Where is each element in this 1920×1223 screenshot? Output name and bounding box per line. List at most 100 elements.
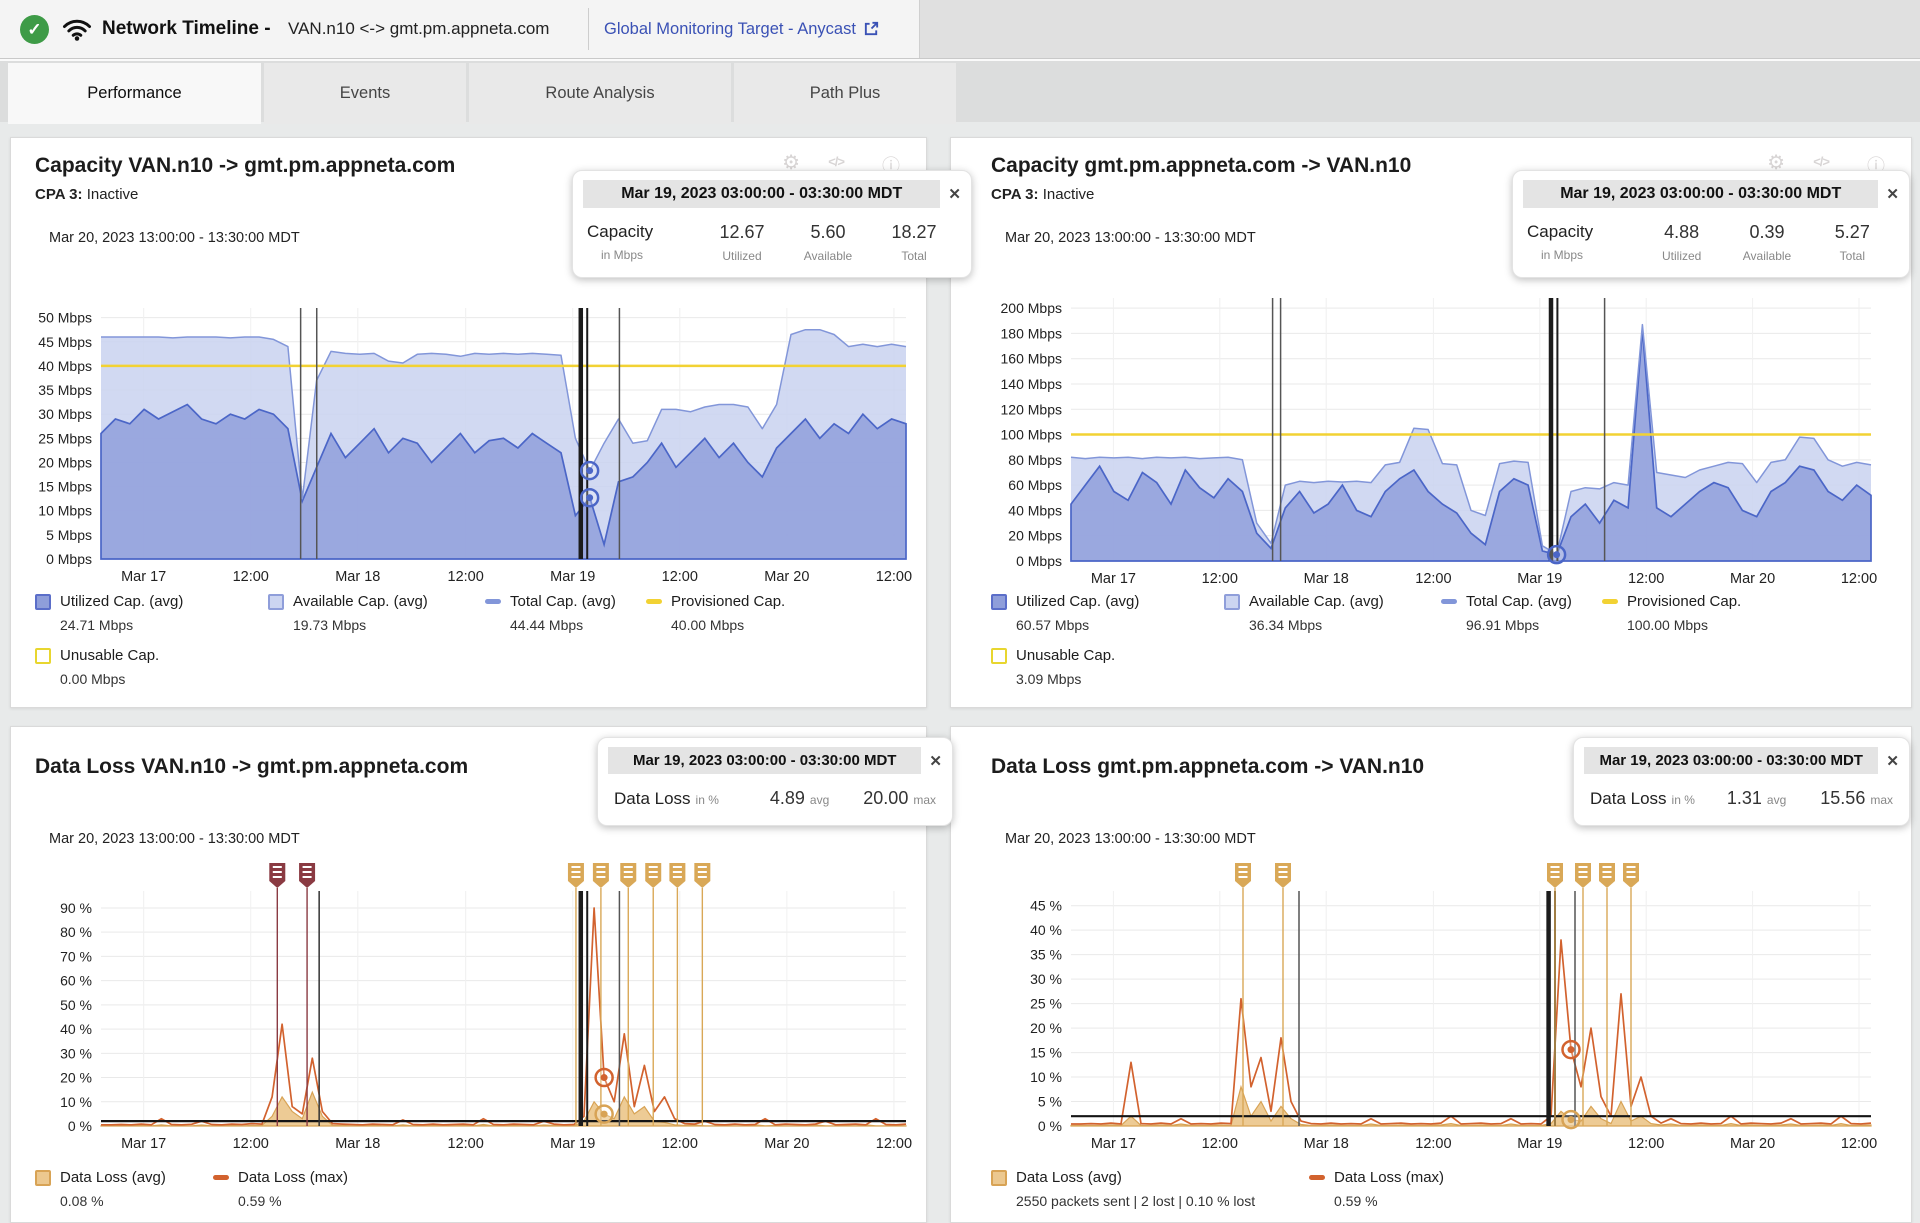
svg-text:40 Mbps: 40 Mbps: [1008, 502, 1062, 518]
svg-text:30 %: 30 %: [60, 1045, 92, 1061]
svg-text:45 %: 45 %: [1030, 898, 1062, 914]
svg-text:15 %: 15 %: [1030, 1045, 1062, 1061]
legend-item-provisioned[interactable]: Provisioned Cap. 40.00 Mbps: [646, 593, 846, 633]
svg-text:35 %: 35 %: [1030, 947, 1062, 963]
gear-icon[interactable]: ⚙: [782, 152, 800, 174]
svg-text:160 Mbps: 160 Mbps: [1001, 351, 1062, 367]
legend-item-available[interactable]: Available Cap. (avg) 19.73 Mbps: [268, 593, 485, 633]
svg-text:12:00: 12:00: [662, 569, 698, 585]
svg-text:Mar 20: Mar 20: [764, 1136, 809, 1152]
legend-item-utilized[interactable]: Utilized Cap. (avg) 60.57 Mbps: [991, 593, 1224, 633]
tooltip-avg-value: 1.31: [1726, 788, 1762, 808]
svg-text:40 Mbps: 40 Mbps: [38, 358, 92, 374]
date-range-label: Mar 20, 2023 13:00:00 - 13:30:00 MDT: [1005, 230, 1256, 246]
svg-text:Mar 17: Mar 17: [121, 569, 166, 585]
panel-title: Data Loss gmt.pm.appneta.com -> VAN.n10: [991, 755, 1425, 778]
svg-text:60 %: 60 %: [60, 973, 92, 989]
tooltip-available: 0.39 Available: [1742, 222, 1792, 263]
svg-text:12:00: 12:00: [876, 1136, 912, 1152]
wifi-icon: [62, 16, 92, 47]
tooltip-dataloss-outbound: Mar 19, 2023 03:00:00 - 03:30:00 MDT ✕ D…: [597, 737, 953, 826]
svg-text:80 Mbps: 80 Mbps: [1008, 452, 1062, 468]
svg-text:25 Mbps: 25 Mbps: [38, 430, 92, 446]
svg-text:Mar 18: Mar 18: [1304, 1136, 1349, 1152]
code-icon[interactable]: </>: [828, 154, 845, 169]
tooltip-max-value: 15.56: [1820, 788, 1866, 808]
svg-text:Mar 20: Mar 20: [1730, 1136, 1775, 1152]
tab-events[interactable]: Events: [264, 63, 466, 124]
svg-text:12:00: 12:00: [1841, 571, 1877, 587]
gear-icon[interactable]: ⚙: [1767, 152, 1785, 174]
legend-item-loss-max[interactable]: Data Loss (max) 0.59 %: [1309, 1169, 1509, 1209]
date-range-label: Mar 20, 2023 13:00:00 - 13:30:00 MDT: [49, 831, 300, 847]
legend-item-total[interactable]: Total Cap. (avg) 96.91 Mbps: [1441, 593, 1602, 633]
tooltip-utilized: 4.88 Utilized: [1661, 222, 1702, 263]
dataloss-outbound-chart[interactable]: 0 % 10 % 20 % 30 % 40 % 50 % 60 % 70 % 80 % 90 % M…: [21, 857, 916, 1156]
close-icon[interactable]: ✕: [1886, 186, 1899, 203]
legend-item-loss-avg[interactable]: Data Loss (avg) 0.08 %: [35, 1169, 213, 1209]
tab-route-analysis[interactable]: Route Analysis: [469, 63, 731, 124]
svg-text:0 Mbps: 0 Mbps: [1016, 553, 1062, 569]
loss-max-swatch-icon: [213, 1175, 229, 1180]
svg-text:12:00: 12:00: [1202, 571, 1238, 587]
code-icon[interactable]: </>: [1813, 154, 1830, 169]
legend-item-loss-max[interactable]: Data Loss (max) 0.59 %: [213, 1169, 413, 1209]
utilized-swatch-icon: [35, 593, 51, 610]
tab-performance[interactable]: Performance: [8, 63, 261, 124]
svg-text:12:00: 12:00: [1202, 1136, 1238, 1152]
tooltip-capacity-inbound: Mar 19, 2023 03:00:00 - 03:30:00 MDT ✕ C…: [1512, 170, 1910, 278]
capacity-outbound-chart[interactable]: 0 Mbps 5 Mbps 10 Mbps 15 Mbps 20 Mbps 25 Mbps…: [21, 300, 916, 589]
header-divider: [588, 8, 589, 50]
svg-text:60 Mbps: 60 Mbps: [1008, 477, 1062, 493]
legend-item-utilized[interactable]: Utilized Cap. (avg) 24.71 Mbps: [35, 593, 268, 633]
svg-text:Mar 19: Mar 19: [550, 569, 595, 585]
tooltip-total: 18.27 Total: [891, 222, 937, 263]
provisioned-swatch-icon: [1602, 599, 1618, 604]
svg-text:0 Mbps: 0 Mbps: [46, 551, 92, 567]
tooltip-metric: Data Loss: [614, 789, 691, 808]
close-icon[interactable]: ✕: [929, 752, 942, 770]
svg-text:40 %: 40 %: [1030, 922, 1062, 938]
tooltip-available: 5.60 Available: [803, 222, 853, 263]
unusable-swatch-icon: [35, 647, 51, 664]
panel-capacity-inbound: Capacity gmt.pm.appneta.com -> VAN.n10 C…: [950, 137, 1912, 708]
svg-text:5 Mbps: 5 Mbps: [46, 527, 92, 543]
panel-title: Data Loss VAN.n10 -> gmt.pm.appneta.com: [35, 755, 469, 778]
svg-text:30 %: 30 %: [1030, 971, 1062, 987]
legend: Utilized Cap. (avg) 60.57 Mbps Available…: [991, 593, 1802, 687]
close-icon[interactable]: ✕: [1886, 752, 1899, 770]
svg-text:0 %: 0 %: [68, 1118, 92, 1134]
tooltip-dataloss-inbound: Mar 19, 2023 03:00:00 - 03:30:00 MDT ✕ D…: [1573, 737, 1910, 826]
svg-text:12:00: 12:00: [1628, 571, 1664, 587]
tab-bar: Performance Events Route Analysis Path P…: [0, 59, 1920, 124]
svg-text:Mar 20: Mar 20: [1730, 571, 1775, 587]
capacity-inbound-chart[interactable]: 0 Mbps 20 Mbps 40 Mbps 60 Mbps 80 Mbps 100 Mb…: [977, 290, 1893, 591]
check-circle-icon: ✓: [20, 15, 49, 44]
legend: Data Loss (avg) 2550 packets sent | 2 lo…: [991, 1169, 1509, 1209]
dataloss-inbound-chart[interactable]: 0 % 5 % 10 % 15 % 20 % 25 % 30 % 35 % 40 % 45 % Ma…: [977, 857, 1893, 1156]
legend-item-unusable[interactable]: Unusable Cap. 3.09 Mbps: [991, 647, 1224, 687]
legend-item-unusable[interactable]: Unusable Cap. 0.00 Mbps: [35, 647, 268, 687]
tab-path-plus[interactable]: Path Plus: [734, 63, 956, 124]
svg-text:50 %: 50 %: [60, 997, 92, 1013]
svg-text:80 %: 80 %: [60, 924, 92, 940]
legend-item-loss-avg[interactable]: Data Loss (avg) 2550 packets sent | 2 lo…: [991, 1169, 1309, 1209]
legend: Data Loss (avg) 0.08 % Data Loss (max) 0…: [35, 1169, 413, 1209]
page-title: Network Timeline -: [102, 18, 271, 39]
loss-avg-swatch-icon: [991, 1169, 1007, 1186]
legend-item-available[interactable]: Available Cap. (avg) 36.34 Mbps: [1224, 593, 1441, 633]
svg-text:10 Mbps: 10 Mbps: [38, 503, 92, 519]
svg-text:100 Mbps: 100 Mbps: [1001, 427, 1062, 443]
top-bar: ✓ Network Timeline - VAN.n10 <-> gmt.pm.…: [0, 0, 1920, 59]
close-icon[interactable]: ✕: [948, 186, 961, 203]
tooltip-total: 5.27 Total: [1834, 222, 1870, 263]
tooltip-metric: Capacity in Mbps: [1527, 222, 1594, 262]
legend-item-provisioned[interactable]: Provisioned Cap. 100.00 Mbps: [1602, 593, 1802, 633]
svg-text:120 Mbps: 120 Mbps: [1001, 401, 1062, 417]
legend-item-total[interactable]: Total Cap. (avg) 44.44 Mbps: [485, 593, 646, 633]
svg-text:70 %: 70 %: [60, 948, 92, 964]
monitoring-target-link[interactable]: Global Monitoring Target - Anycast: [604, 0, 880, 58]
svg-text:45 Mbps: 45 Mbps: [38, 334, 92, 350]
tooltip-avg-value: 4.89: [769, 788, 805, 808]
svg-text:12:00: 12:00: [1841, 1136, 1877, 1152]
